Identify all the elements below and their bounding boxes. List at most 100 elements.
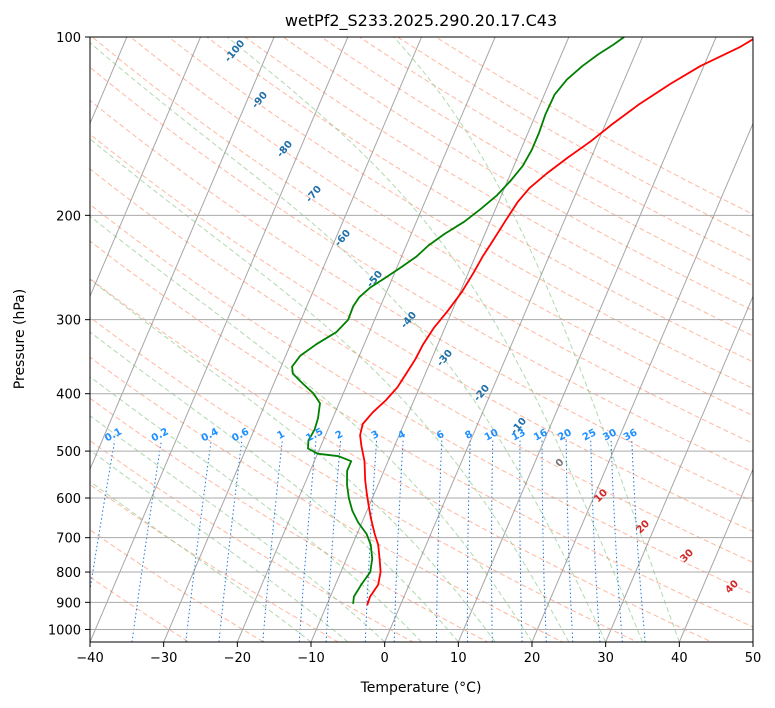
moist-adiabat-line [90, 449, 349, 642]
dry-adiabat-line [167, 37, 753, 389]
mixing-ratio-line [218, 440, 243, 642]
mixing-ratio-line [393, 440, 404, 642]
mixing-ratio-label: 4 [396, 429, 407, 442]
y-tick-label: 700 [56, 532, 81, 547]
mixing-ratio-label: 16 [532, 427, 549, 443]
x-tick-label: 30 [597, 651, 614, 666]
isotherm-line [752, 640, 753, 642]
dry-adiabat-label: -40 [399, 310, 419, 331]
moist-adiabat-line [90, 215, 533, 642]
dry-adiabat-line [90, 440, 414, 642]
series-line-2 [291, 37, 625, 604]
background-lines [0, 10, 753, 654]
mixing-ratio-line [541, 440, 547, 642]
dry-adiabat-label: -90 [250, 90, 270, 111]
isotherm-line [678, 467, 753, 642]
x-tick-label: −20 [224, 651, 251, 666]
y-tick-label: 400 [56, 388, 81, 403]
isotherm-line [163, 37, 423, 642]
x-tick-label: 40 [671, 651, 688, 666]
moist-adiabat-line [90, 376, 422, 642]
y-tick-label: 800 [56, 566, 81, 581]
dry-adiabat-line [90, 576, 190, 642]
moist-adiabat-line [90, 331, 459, 642]
moist-adiabat-line [90, 138, 570, 642]
moist-adiabat-label: 40 [723, 578, 741, 596]
y-tick-label: 600 [56, 492, 81, 507]
mixing-ratio-label: 0.1 [103, 426, 124, 444]
x-tick-label: 50 [745, 651, 762, 666]
x-tick-label: 20 [524, 651, 541, 666]
isotherm-line [90, 37, 202, 298]
dry-adiabat-line [129, 37, 753, 417]
moist-adiabat-label: 10 [592, 487, 610, 505]
mixing-ratio-label: 3 [370, 429, 381, 442]
isotherm-line [384, 37, 644, 642]
dry-adiabat-line [90, 240, 753, 628]
dry-adiabat-line [320, 37, 753, 287]
mixing-ratio-label: 0.2 [150, 426, 171, 444]
y-tick-label: 500 [56, 445, 81, 460]
moist-adiabat-line [393, 37, 680, 642]
mixing-ratio-label: 0.6 [230, 426, 251, 444]
dry-adiabat-line [90, 316, 639, 642]
isotherm-line [605, 295, 753, 642]
mixing-ratio-label: 30 [601, 427, 618, 443]
x-axis-label: Temperature (°C) [360, 680, 482, 696]
series-layer [291, 37, 753, 606]
dry-adiabat-label: -80 [275, 139, 295, 160]
series-line-1 [359, 38, 753, 606]
mixing-ratio-label: 20 [556, 427, 573, 443]
mixing-ratio-line [590, 440, 601, 642]
dry-adiabat-line [90, 483, 340, 642]
isotherm-line [236, 37, 496, 642]
dry-adiabat-line [282, 37, 753, 312]
isotherm-line [90, 37, 349, 642]
isotherm-line [90, 37, 128, 125]
y-tick-label: 900 [56, 596, 81, 611]
isotherm-line [0, 10, 65, 654]
isotherm-line [90, 37, 275, 471]
x-tick-label: 10 [450, 651, 467, 666]
dry-adiabat-line [90, 99, 753, 502]
y-tick-label: 300 [56, 314, 81, 329]
moist-adiabat-label: 0 [554, 457, 567, 470]
dry-adiabat-label: -20 [472, 383, 492, 404]
dry-adiabat-label: -50 [365, 269, 385, 290]
x-tick-label: −40 [76, 651, 103, 666]
x-tick-label: −10 [297, 651, 324, 666]
mixing-ratio-label: 6 [435, 429, 446, 442]
x-tick-label: 0 [381, 651, 389, 666]
dry-adiabat-line [90, 278, 713, 642]
y-tick-label: 1000 [48, 623, 81, 638]
mixing-ratio-label: 0.4 [200, 426, 221, 444]
mixing-ratio-line [466, 440, 471, 642]
dry-adiabat-line [90, 66, 753, 473]
y-tick-label: 200 [56, 209, 81, 224]
y-axis-label: Pressure (hPa) [12, 289, 28, 389]
mixing-ratio-line [185, 440, 212, 642]
moist-adiabat-line [90, 278, 496, 642]
mixing-ratio-label: 2 [334, 429, 345, 442]
dry-adiabat-line [358, 37, 753, 263]
y-axis: 100 200 300 400 500 600 700 800 900 1000 [48, 31, 90, 638]
mixing-ratio-label: 25 [581, 427, 598, 443]
mixing-ratio-line [325, 440, 342, 642]
chart-title: wetPf2_S233.2025.290.20.17.C43 [285, 11, 557, 31]
dry-adiabat-line [244, 37, 753, 337]
dry-adiabat-line [91, 37, 753, 445]
dry-adiabat-line [90, 356, 564, 642]
line-labels: 0.1 0.2 0.4 0.6 1 1.5 2 3 4 6 8 10 13 16 20 25 30 36-100-… [103, 38, 741, 596]
isotherm-line [531, 122, 753, 642]
x-axis: −40 −30 −20 −10 0 10 20 30 40 50 [76, 642, 761, 666]
mixing-ratio-line [131, 440, 162, 642]
moist-adiabat-line [90, 480, 312, 642]
x-tick-label: −30 [150, 651, 177, 666]
dry-adiabat-line [434, 37, 753, 215]
mixing-ratio-line [262, 440, 283, 642]
dry-adiabat-line [90, 203, 753, 595]
mixing-ratio-line [364, 440, 378, 642]
moist-adiabat-label: 30 [678, 547, 696, 565]
mixing-ratio-line [298, 440, 317, 642]
mixing-ratio-line [491, 440, 494, 642]
